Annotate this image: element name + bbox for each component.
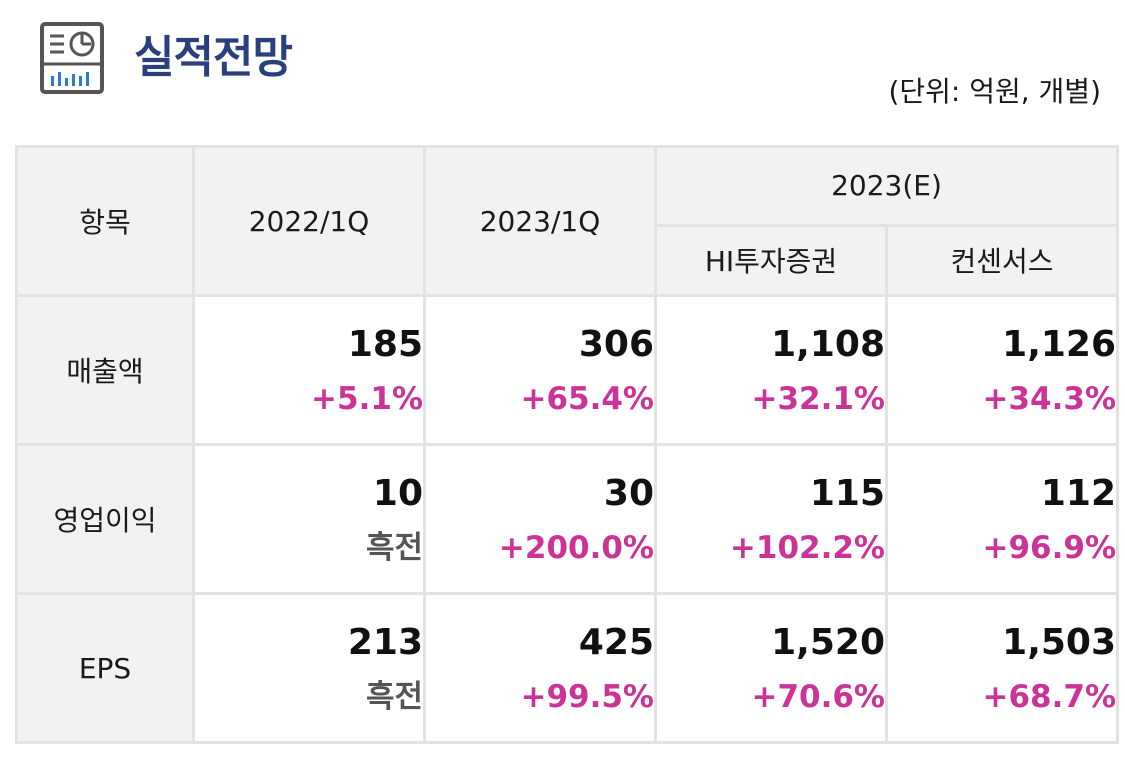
cell-change: 흑전 <box>365 679 423 715</box>
header-hi-securities: HI투자증권 <box>654 223 888 298</box>
table-cell: 115 +102.2% <box>654 443 888 595</box>
cell-change: +65.4% <box>520 381 654 417</box>
table-cell: 185 +5.1% <box>192 294 426 446</box>
cell-change: +32.1% <box>751 381 885 417</box>
cell-value: 115 <box>809 473 885 514</box>
table-cell: 306 +65.4% <box>423 294 657 446</box>
cell-value: 112 <box>1040 473 1117 514</box>
earnings-forecast-table: 항목 2022/1Q 2023/1Q 2023(E) HI투자증권 컨센서스 매… <box>15 145 1120 744</box>
cell-change: +102.2% <box>729 530 885 566</box>
table-cell: 213 흑전 <box>192 592 426 744</box>
cell-change: 흑전 <box>365 530 423 566</box>
cell-value: 213 <box>347 622 423 663</box>
row-label-revenue: 매출액 <box>15 294 195 446</box>
cell-change: +68.7% <box>982 679 1117 715</box>
table-row: 영업이익 10 흑전 30 +200.0% 115 +102.2% 112 +96.9% <box>15 443 1120 595</box>
cell-value: 10 <box>372 473 423 514</box>
table-row: EPS 213 흑전 425 +99.5% 1,520 +70.6% 1,503 +68… <box>15 592 1120 744</box>
cell-change: +200.0% <box>498 530 654 566</box>
unit-note: (단위: 억원, 개별) <box>888 75 1101 108</box>
table-cell: 10 흑전 <box>192 443 426 595</box>
cell-change: +34.3% <box>982 381 1117 417</box>
table-cell: 112 +96.9% <box>884 443 1120 595</box>
cell-change: +70.6% <box>751 679 885 715</box>
cell-value: 1,126 <box>1002 324 1117 365</box>
cell-value: 425 <box>578 622 654 663</box>
row-label-eps: EPS <box>15 592 195 744</box>
table-cell: 425 +99.5% <box>423 592 657 744</box>
header-item: 항목 <box>15 145 195 297</box>
header-2022-1q: 2022/1Q <box>192 145 426 297</box>
header-2023e: 2023(E) <box>653 145 1120 227</box>
table-cell: 30 +200.0% <box>423 443 657 595</box>
header-2023-1q: 2023/1Q <box>423 145 657 297</box>
cell-change: +96.9% <box>982 530 1117 566</box>
page-title: 실적전망 <box>134 32 293 83</box>
cell-value: 306 <box>578 324 654 365</box>
cell-change: +5.1% <box>311 381 423 417</box>
table-cell: 1,126 +34.3% <box>884 294 1120 446</box>
page-header: 실적전망 (단위: 억원, 개별) <box>0 0 1125 140</box>
row-label-operating-profit: 영업이익 <box>15 443 195 595</box>
cell-value: 1,520 <box>771 622 885 663</box>
cell-value: 30 <box>603 473 654 514</box>
table-row: 매출액 185 +5.1% 306 +65.4% 1,108 +32.1% 1,126… <box>15 294 1120 446</box>
cell-value: 185 <box>347 324 423 365</box>
cell-change: +99.5% <box>520 679 654 715</box>
table-cell: 1,520 +70.6% <box>654 592 888 744</box>
cell-value: 1,503 <box>1002 622 1117 663</box>
table-cell: 1,503 +68.7% <box>884 592 1120 744</box>
cell-value: 1,108 <box>771 324 885 365</box>
report-chart-icon <box>40 22 104 94</box>
header-consensus: 컨센서스 <box>884 223 1120 298</box>
table-cell: 1,108 +32.1% <box>654 294 888 446</box>
